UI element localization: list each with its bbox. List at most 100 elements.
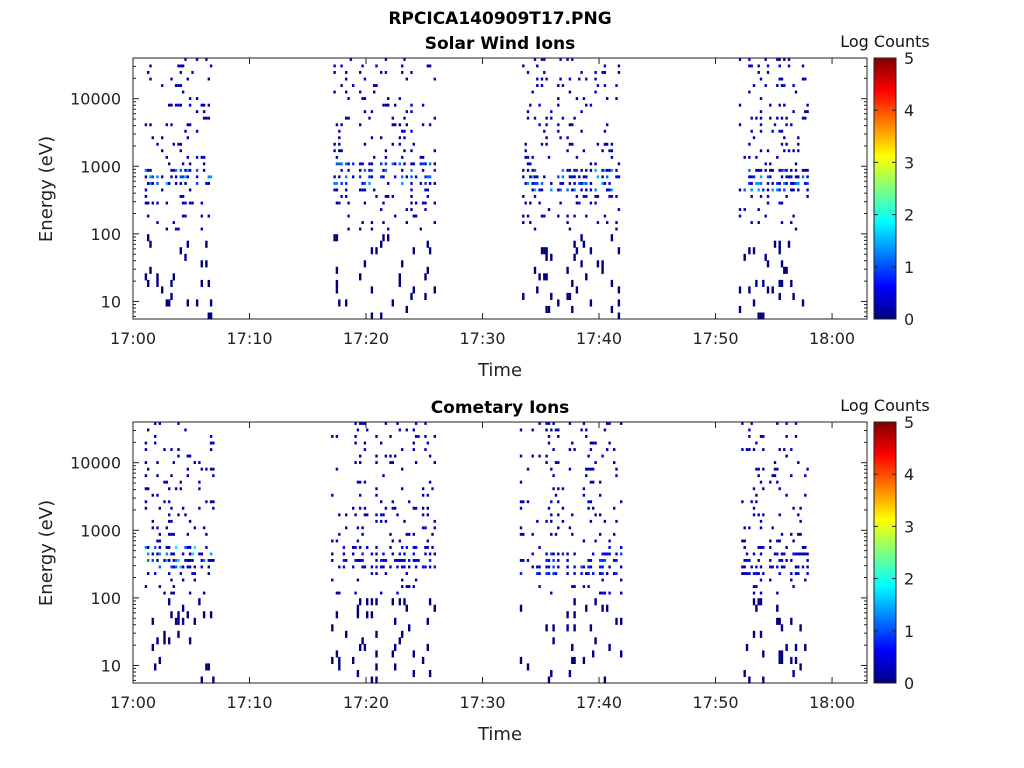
heatmap-cell — [783, 58, 786, 61]
heatmap-cell — [575, 97, 579, 100]
heatmap-cell — [780, 624, 784, 632]
heatmap-cell — [394, 559, 397, 562]
heatmap-cell — [179, 71, 182, 74]
heatmap-cell — [743, 539, 746, 543]
heatmap-cell — [391, 552, 394, 556]
heatmap-cell — [368, 182, 371, 185]
heatmap-cell — [177, 84, 180, 87]
heatmap-cell — [526, 663, 530, 671]
heatmap-cell — [193, 617, 196, 625]
heatmap-cell — [550, 188, 553, 192]
heatmap-cell — [594, 598, 597, 606]
heatmap-cell — [410, 71, 413, 74]
heatmap-cell — [536, 77, 539, 81]
heatmap-cell — [568, 227, 572, 231]
heatmap-cell — [608, 565, 611, 569]
heatmap-cell — [568, 90, 572, 94]
heatmap-cell — [345, 90, 348, 94]
heatmap-cell — [370, 565, 374, 569]
heatmap-cell — [568, 142, 572, 146]
x-tick-label: 17:10 — [226, 693, 272, 712]
heatmap-cell — [202, 155, 206, 159]
heatmap-cell — [522, 559, 525, 562]
heatmap-cell — [389, 546, 392, 549]
heatmap-cell — [382, 103, 385, 107]
heatmap-cell — [790, 279, 793, 287]
heatmap-cell — [566, 572, 569, 575]
heatmap-cell — [356, 559, 360, 562]
heatmap-cell — [373, 155, 376, 159]
heatmap-cell — [168, 182, 171, 185]
heatmap-cell — [790, 578, 793, 582]
heatmap-cell — [547, 435, 551, 438]
heatmap-cell — [147, 552, 150, 556]
heatmap-cell — [615, 227, 618, 231]
heatmap-cell — [750, 175, 753, 179]
plot-frame — [132, 421, 868, 684]
heatmap-cell — [363, 97, 367, 100]
heatmap-cell — [552, 572, 555, 575]
heatmap-cell — [773, 552, 777, 556]
heatmap-cell — [174, 487, 178, 491]
heatmap-cell — [408, 624, 411, 632]
heatmap-cell — [587, 467, 590, 471]
y-tick-label: 10000 — [70, 90, 121, 109]
heatmap-cell — [184, 201, 187, 205]
heatmap-cell — [582, 175, 586, 179]
heatmap-cell — [748, 58, 751, 61]
heatmap-cell — [335, 539, 339, 543]
heatmap-cell — [601, 266, 604, 274]
heatmap-cell — [787, 58, 791, 61]
heatmap-cell — [209, 441, 213, 445]
heatmap-cell — [375, 435, 378, 438]
heatmap-cell — [147, 546, 150, 549]
colorbar-title: Log Counts — [840, 396, 930, 415]
heatmap-cell — [531, 532, 534, 536]
heatmap-cell — [370, 572, 374, 575]
heatmap-cell — [200, 155, 203, 159]
heatmap-cell — [589, 247, 593, 255]
heatmap-cell — [394, 617, 397, 625]
heatmap-cell — [181, 604, 185, 612]
heatmap-cell — [773, 461, 777, 464]
heatmap-cell — [414, 422, 418, 425]
heatmap-cell — [601, 175, 604, 179]
heatmap-cell — [391, 650, 394, 658]
heatmap-cell — [200, 201, 203, 205]
heatmap-cell — [778, 129, 781, 133]
heatmap-cell — [526, 559, 530, 562]
heatmap-cell — [538, 201, 541, 205]
heatmap-cell — [424, 273, 427, 281]
heatmap-cell — [801, 546, 805, 549]
heatmap-cell — [589, 168, 593, 172]
heatmap-cell — [398, 539, 401, 543]
heatmap-cell — [384, 168, 388, 172]
heatmap-cell — [526, 214, 530, 218]
heatmap-cell — [375, 552, 378, 556]
heatmap-cell — [601, 454, 604, 458]
heatmap-cell — [426, 240, 429, 248]
heatmap-cell — [188, 103, 192, 107]
heatmap-cell — [354, 435, 357, 438]
heatmap-cell — [168, 572, 171, 575]
heatmap-cell — [759, 519, 763, 523]
heatmap-cell — [354, 559, 357, 562]
heatmap-cell — [599, 493, 602, 497]
heatmap-cell — [561, 519, 565, 523]
colorbar — [873, 57, 897, 320]
heatmap-cell — [806, 188, 809, 192]
heatmap-cell — [147, 559, 150, 562]
heatmap-cell — [193, 526, 196, 530]
heatmap-cell — [538, 454, 541, 458]
heatmap-cell — [161, 136, 164, 140]
heatmap-cell — [370, 175, 374, 179]
heatmap-cell — [752, 630, 756, 638]
heatmap-cell — [543, 175, 546, 179]
heatmap-cell — [433, 168, 436, 172]
heatmap-cell — [764, 162, 767, 166]
heatmap-cell — [335, 155, 339, 159]
heatmap-cell — [361, 97, 364, 100]
heatmap-cell — [359, 546, 362, 549]
